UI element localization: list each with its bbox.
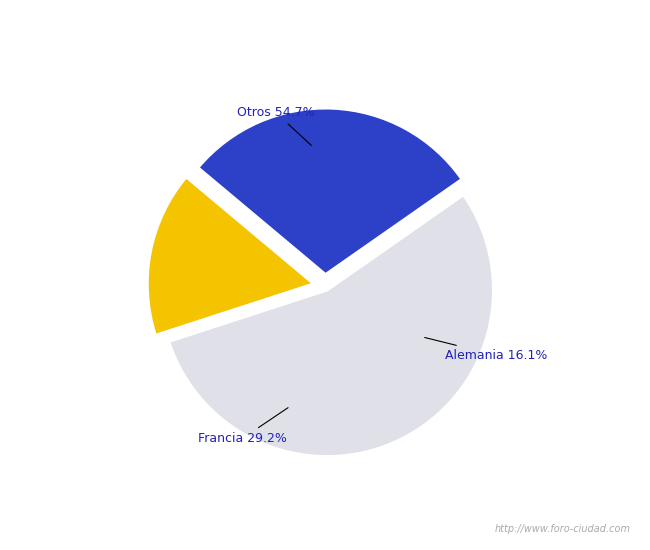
Text: Cornudella de Montsant - Turistas extranjeros según país - Abril de 2024: Cornudella de Montsant - Turistas extran… (59, 14, 591, 31)
Text: Otros 54.7%: Otros 54.7% (237, 106, 315, 146)
Wedge shape (148, 177, 314, 335)
Text: http://www.foro-ciudad.com: http://www.foro-ciudad.com (495, 524, 630, 534)
Wedge shape (198, 108, 462, 274)
Wedge shape (169, 195, 493, 456)
Text: Francia 29.2%: Francia 29.2% (198, 408, 288, 445)
Text: Alemania 16.1%: Alemania 16.1% (424, 338, 547, 362)
